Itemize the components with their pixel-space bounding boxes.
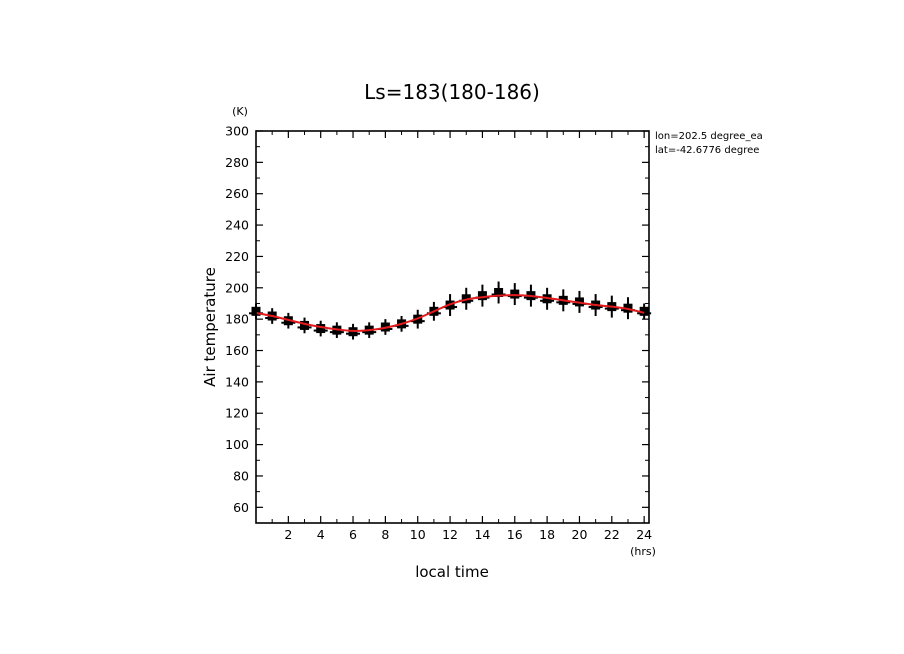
y-tick-label: 260 (225, 186, 249, 201)
x-tick-label: 16 (507, 527, 523, 542)
x-tick-label: 6 (349, 527, 357, 542)
x-tick-label: 12 (442, 527, 458, 542)
x-tick-label: 18 (539, 527, 555, 542)
x-tick-label: 4 (317, 527, 325, 542)
annotation-lat: lat=-42.6776 degree (655, 145, 759, 156)
x-axis-label: local time (415, 563, 489, 581)
y-tick-label: 240 (225, 218, 249, 233)
data-point (477, 291, 487, 301)
x-tick-label: 20 (572, 527, 588, 542)
x-tick-label: 22 (604, 527, 620, 542)
fit-curve (255, 294, 645, 332)
x-unit-label: (hrs) (630, 545, 656, 558)
y-tick-label: 180 (225, 312, 249, 327)
x-tick-label: 2 (284, 527, 292, 542)
x-tick-label: 14 (474, 527, 490, 542)
y-tick-label: 300 (225, 124, 249, 139)
y-tick-label: 200 (225, 280, 249, 295)
y-tick-label: 120 (225, 406, 249, 421)
y-tick-label: 100 (225, 437, 249, 452)
y-tick-label: 80 (233, 468, 249, 483)
chart-title: Ls=183(180-186) (364, 80, 540, 104)
data-point (639, 306, 649, 316)
y-axis-label: Air temperature (201, 267, 219, 387)
x-tick-label: 8 (381, 527, 389, 542)
y-tick-label: 220 (225, 249, 249, 264)
y-tick-label: 140 (225, 374, 249, 389)
annotation-lon: lon=202.5 degree_ea (655, 131, 763, 142)
data-point (510, 289, 520, 299)
data-point (316, 324, 326, 334)
plot-marks (249, 281, 652, 340)
x-tick-label: 10 (410, 527, 426, 542)
y-tick-label: 160 (225, 343, 249, 358)
data-point (494, 288, 504, 298)
x-tick-label: 24 (636, 527, 652, 542)
y-unit-label: (K) (232, 105, 248, 118)
data-point (300, 320, 310, 330)
plot-frame (255, 130, 650, 524)
y-tick-label: 280 (225, 155, 249, 170)
y-tick-label: 60 (233, 500, 249, 515)
